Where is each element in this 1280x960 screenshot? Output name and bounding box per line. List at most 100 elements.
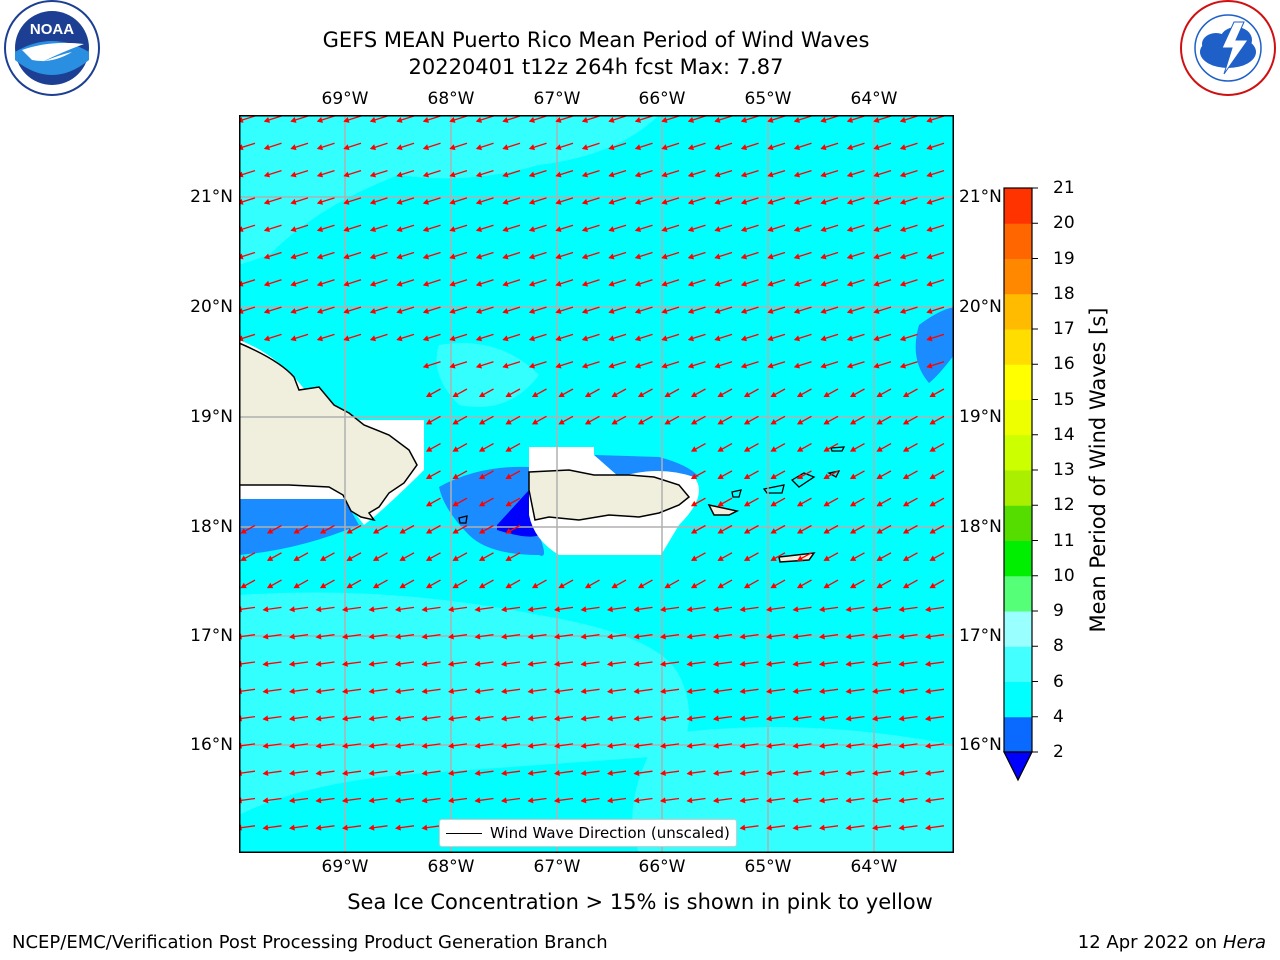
- map-frame: [239, 115, 954, 853]
- wind-wave-arrow-head: [743, 419, 751, 425]
- wind-wave-arrow-head: [527, 688, 534, 695]
- colorbar-segment: [1004, 575, 1032, 612]
- wind-wave-arrow-head: [767, 280, 774, 287]
- wind-wave-arrow-head: [528, 335, 536, 342]
- wind-wave-arrow-head: [873, 308, 880, 314]
- wind-wave-arrow-head: [687, 198, 695, 205]
- wind-wave-arrow-head: [394, 715, 401, 722]
- lon-label-top: 65°W: [744, 89, 792, 109]
- wind-wave-arrow-head: [717, 419, 724, 425]
- wind-wave-arrow-head: [606, 660, 613, 667]
- colorbar-tick-label: 9: [1053, 601, 1064, 621]
- colorbar-segment: [1004, 434, 1032, 471]
- wind-wave-arrow-head: [924, 742, 931, 749]
- colorbar-segment: [1004, 293, 1032, 330]
- wind-wave-arrow-head: [661, 144, 668, 151]
- wind-wave-arrow-head: [478, 446, 486, 452]
- wind-wave-arrow-head: [740, 308, 748, 314]
- wind-wave-arrow-head: [714, 308, 721, 314]
- wind-wave-arrow-head: [315, 715, 322, 722]
- wind-wave-arrow-head: [792, 688, 799, 695]
- wind-wave-arrow-head: [343, 308, 350, 314]
- wind-wave-arrow-head: [369, 171, 377, 178]
- wind-wave-arrow-head: [902, 391, 910, 398]
- wind-wave-arrow-head: [368, 742, 375, 749]
- wind-wave-arrow-head: [846, 144, 854, 151]
- wind-wave-arrow-head: [876, 500, 883, 507]
- wind-wave-arrow-head: [449, 362, 456, 369]
- wind-wave-arrow-head: [315, 797, 322, 804]
- wind-wave-arrow-head: [823, 500, 830, 507]
- wind-wave-arrow-head: [818, 633, 825, 640]
- wind-wave-arrow-head: [690, 500, 698, 507]
- wind-wave-arrow-head: [659, 660, 666, 667]
- wind-wave-arrow-head: [739, 797, 746, 804]
- colorbar-tick-label: 14: [1053, 424, 1075, 445]
- wind-wave-arrow-head: [288, 770, 295, 777]
- wind-wave-arrow-head: [396, 335, 403, 342]
- wind-wave-arrow-head: [767, 335, 774, 342]
- wind-wave-arrow-head: [449, 171, 456, 178]
- wind-wave-arrow-head: [898, 742, 905, 749]
- wind-wave-arrow-head: [899, 226, 907, 233]
- wind-wave-arrow-head: [502, 117, 509, 123]
- wind-wave-arrow-head: [474, 770, 481, 777]
- wind-wave-arrow-head: [770, 528, 777, 534]
- wind-wave-arrow-head: [452, 419, 459, 425]
- wind-wave-arrow-head: [262, 660, 269, 667]
- wind-wave-arrow-head: [475, 308, 483, 314]
- wind-wave-arrow-head: [765, 742, 772, 749]
- wind-wave-arrow-head: [659, 606, 666, 613]
- wind-wave-arrow-head: [846, 280, 854, 287]
- wind-wave-arrow-head: [452, 582, 459, 589]
- wind-wave-arrow-head: [288, 660, 295, 667]
- wind-wave-arrow-head: [871, 715, 878, 722]
- wind-wave-arrow-head: [396, 253, 403, 260]
- wind-wave-arrow-head: [845, 688, 852, 695]
- wind-wave-arrow-head: [873, 117, 880, 123]
- wind-wave-arrow-head: [765, 633, 772, 640]
- wind-wave-arrow-head: [422, 117, 430, 123]
- wind-wave-arrow-head: [845, 797, 852, 804]
- wind-wave-arrow-head: [740, 362, 748, 369]
- colorbar-segment: [1004, 188, 1032, 224]
- wind-wave-arrow-head: [924, 715, 931, 722]
- wind-wave-arrow-head: [926, 253, 933, 260]
- wind-wave-arrow-head: [474, 606, 481, 613]
- wind-wave-arrow-head: [263, 253, 271, 260]
- wind-wave-arrow-head: [500, 606, 507, 613]
- wind-wave-arrow-head: [714, 253, 721, 260]
- footer-date-text: 12 Apr 2022 on: [1077, 932, 1223, 953]
- wind-wave-arrow-head: [873, 226, 880, 233]
- wind-wave-arrow-head: [449, 198, 456, 205]
- wind-wave-arrow-head: [290, 144, 297, 151]
- wind-wave-arrow-head: [425, 419, 433, 425]
- wind-wave-arrow-head: [924, 688, 931, 695]
- wind-wave-arrow-head: [396, 226, 403, 233]
- wind-wave-arrow-head: [898, 770, 905, 777]
- wind-wave-arrow-head: [449, 226, 456, 233]
- colorbar-tick-label: 17: [1053, 319, 1075, 339]
- wind-wave-arrow-head: [527, 770, 534, 777]
- map-area[interactable]: [239, 115, 954, 853]
- wind-wave-arrow-head: [659, 715, 666, 722]
- wind-wave-arrow-head: [475, 117, 483, 123]
- colorbar-tick-label: 10: [1053, 565, 1075, 586]
- wind-wave-arrow-head: [553, 742, 560, 749]
- wind-wave-arrow-head: [343, 253, 350, 260]
- wind-wave-arrow-head: [846, 253, 854, 260]
- wind-wave-arrow-head: [849, 473, 857, 479]
- wind-wave-arrow-head: [369, 335, 377, 342]
- wind-wave-arrow-head: [899, 253, 907, 260]
- lon-label-bottom: 67°W: [533, 857, 581, 877]
- wind-wave-arrow-head: [394, 824, 401, 831]
- wind-wave-arrow-head: [793, 198, 801, 205]
- map-legend: Wind Wave Direction (unscaled): [439, 819, 737, 847]
- wind-wave-arrow-head: [421, 715, 428, 722]
- wind-wave-arrow-head: [555, 362, 562, 369]
- wind-wave-arrow-head: [818, 824, 825, 831]
- wind-wave-arrow-head: [714, 335, 721, 342]
- wind-wave-arrow-head: [502, 171, 509, 178]
- wind-wave-arrow-head: [452, 555, 459, 561]
- wind-wave-arrow-head: [553, 606, 560, 613]
